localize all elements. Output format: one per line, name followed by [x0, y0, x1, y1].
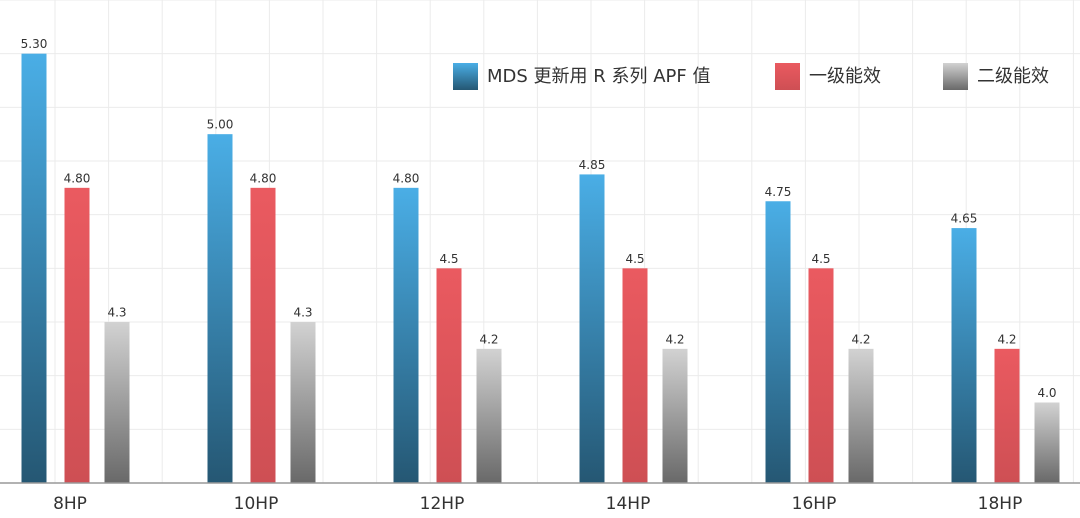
value-label: 4.2 — [997, 332, 1016, 346]
value-label: 4.80 — [250, 171, 277, 185]
bar — [250, 187, 276, 484]
bar — [951, 228, 977, 483]
bar — [207, 134, 233, 483]
x-tick-label: 8HP — [53, 494, 87, 514]
bar — [476, 348, 502, 483]
value-label: 4.75 — [765, 185, 792, 199]
x-tick-label: 16HP — [792, 494, 837, 514]
bar — [662, 348, 688, 483]
value-label: 4.65 — [951, 212, 978, 226]
bar — [290, 322, 316, 483]
bar — [21, 53, 47, 484]
value-label: 4.80 — [393, 171, 420, 185]
value-label: 4.3 — [107, 306, 126, 320]
value-label: 4.85 — [579, 158, 606, 172]
x-tick-label: 14HP — [606, 494, 651, 514]
value-label: 4.2 — [479, 332, 498, 346]
x-tick-label: 12HP — [420, 494, 465, 514]
legend-label: 一级能效 — [809, 66, 881, 87]
value-label: 4.2 — [665, 332, 684, 346]
value-label: 4.3 — [293, 306, 312, 320]
bar — [994, 348, 1020, 483]
legend-swatch — [775, 63, 800, 90]
x-tick-label: 18HP — [978, 494, 1023, 514]
legend-swatch — [943, 63, 968, 90]
bar — [104, 322, 130, 483]
bar — [765, 201, 791, 483]
value-label: 4.5 — [625, 252, 644, 266]
bar — [622, 268, 648, 483]
bar — [64, 187, 90, 484]
value-label: 4.2 — [851, 332, 870, 346]
legend-swatch — [453, 63, 478, 90]
bar — [1034, 402, 1060, 483]
value-label: 4.5 — [439, 252, 458, 266]
bar — [436, 268, 462, 483]
bar — [808, 268, 834, 483]
value-label: 4.0 — [1037, 386, 1056, 400]
bar — [848, 348, 874, 483]
bar — [393, 187, 419, 484]
x-tick-label: 10HP — [234, 494, 279, 514]
value-label: 5.30 — [21, 37, 48, 51]
value-label: 4.80 — [64, 171, 91, 185]
value-label: 4.5 — [811, 252, 830, 266]
legend-label: 二级能效 — [977, 66, 1049, 87]
bar — [579, 174, 605, 483]
legend-label: MDS 更新用 R 系列 APF 值 — [487, 66, 710, 87]
value-label: 5.00 — [207, 118, 234, 132]
